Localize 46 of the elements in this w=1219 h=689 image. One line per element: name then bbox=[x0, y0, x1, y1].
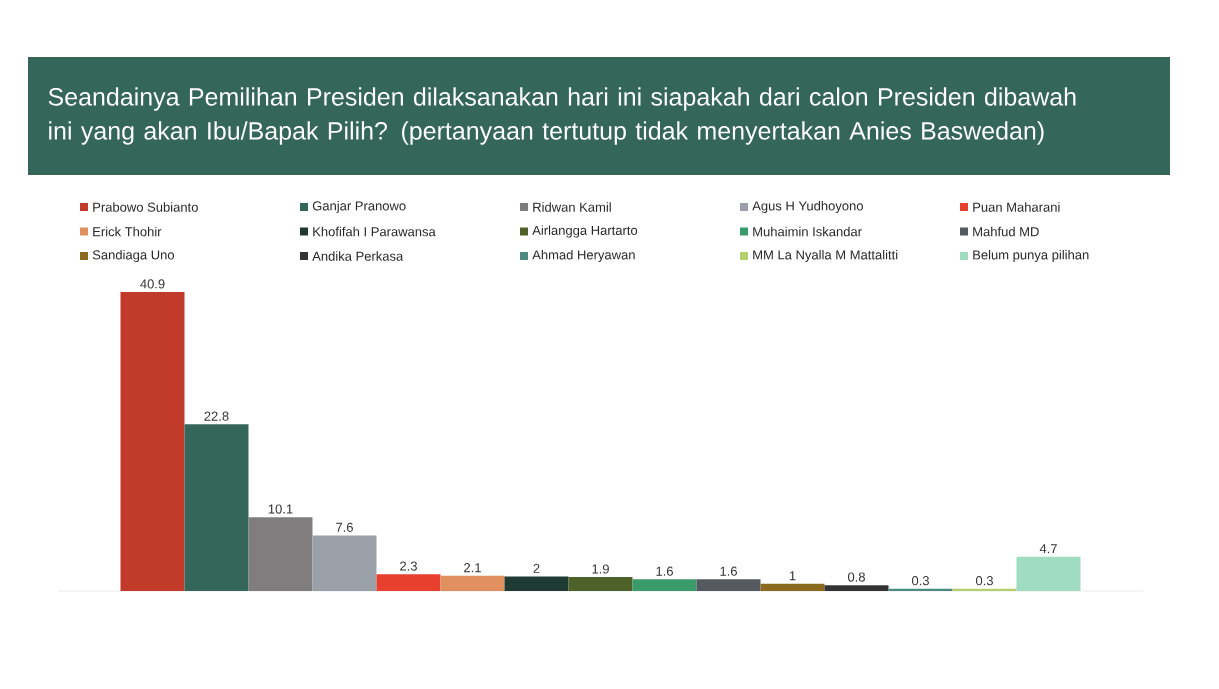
chart-title: Seandainya Pemilihan Presiden dilaksanakan hari ini siapakah dari calon Presiden dibawah ini yang akan Ibu/Bapak Pilih? (pertanyaan tertutup tidak menyertakan Anies Baswedan) bbox=[48, 87, 1076, 145]
legend-label: Khofifah I Parawansa bbox=[313, 226, 436, 237]
legend-label: Ridwan Kamil bbox=[533, 202, 611, 212]
legend-label: Airlangga Hartarto bbox=[532, 225, 638, 238]
bar bbox=[376, 574, 441, 591]
data-label: 0.3 bbox=[975, 576, 993, 586]
data-label: 4.7 bbox=[1039, 544, 1057, 554]
legend-label: Belum punya pilihan bbox=[973, 249, 1089, 263]
bar bbox=[568, 577, 633, 591]
bar bbox=[120, 292, 185, 591]
data-label: 1.9 bbox=[592, 564, 609, 574]
bar bbox=[1016, 556, 1081, 591]
data-label: 40.9 bbox=[140, 279, 165, 289]
data-label: 22.8 bbox=[204, 411, 229, 421]
legend-label: Ganjar Pranowo bbox=[312, 200, 406, 214]
legend-label: Puan Maharani bbox=[973, 202, 1060, 212]
bar bbox=[696, 579, 761, 591]
data-label: 1.6 bbox=[720, 566, 737, 576]
data-label: 10.1 bbox=[268, 504, 293, 514]
legend-label: Erick Thohir bbox=[93, 226, 162, 237]
data-label: 2.3 bbox=[400, 561, 417, 571]
bar bbox=[248, 517, 313, 591]
bar bbox=[632, 579, 697, 591]
data-label: 1 bbox=[789, 571, 796, 581]
legend-label: Andika Perkasa bbox=[312, 251, 404, 261]
data-label: 7.6 bbox=[336, 522, 353, 532]
legend-label: Muhaimin Iskandar bbox=[753, 226, 862, 237]
legend-label: MM La Nyalla M Mattalitti bbox=[753, 249, 898, 263]
bar bbox=[312, 535, 377, 591]
bar bbox=[760, 583, 825, 591]
bar bbox=[824, 585, 889, 591]
data-label: 0.8 bbox=[847, 572, 865, 582]
legend-label: Prabowo Subianto bbox=[93, 202, 198, 212]
bar bbox=[888, 588, 953, 591]
bar bbox=[952, 588, 1017, 591]
bar bbox=[504, 576, 569, 591]
data-label: 2.1 bbox=[464, 563, 481, 573]
legend-label: Agus H Yudhoyono bbox=[752, 200, 863, 214]
data-label: 0.3 bbox=[911, 576, 929, 586]
data-label: 1.6 bbox=[656, 566, 673, 576]
bar bbox=[184, 424, 249, 591]
legend-label: Ahmad Heryawan bbox=[532, 249, 635, 263]
legend-label: Sandiaga Uno bbox=[92, 249, 175, 263]
legend-label: Mahfud MD bbox=[973, 226, 1039, 237]
data-label: 2 bbox=[533, 563, 540, 573]
bar bbox=[440, 575, 505, 591]
